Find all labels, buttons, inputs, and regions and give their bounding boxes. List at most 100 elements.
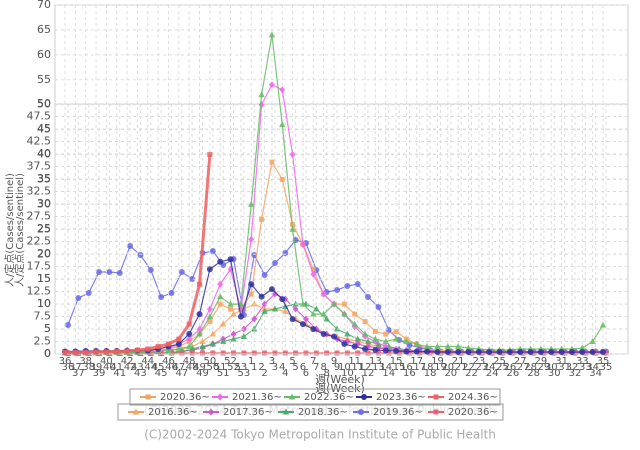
point — [279, 121, 286, 128]
point — [572, 350, 578, 356]
point — [116, 270, 123, 276]
point — [354, 335, 361, 342]
x-tick-label: 14 — [382, 368, 395, 379]
x-tick-label: 39 — [90, 362, 103, 373]
point — [358, 409, 364, 415]
point — [334, 287, 340, 293]
point — [382, 347, 389, 354]
point — [582, 350, 588, 356]
y-tick-label: 40 — [37, 148, 51, 161]
point — [292, 300, 299, 307]
point — [396, 350, 402, 356]
point — [248, 200, 255, 207]
x-tick-label: 28 — [527, 368, 540, 379]
point — [258, 91, 265, 98]
point — [271, 290, 278, 298]
point — [165, 347, 172, 354]
x-tick-label: 2 — [261, 368, 267, 379]
point — [258, 293, 265, 300]
x-tick-label: 19 — [431, 356, 444, 367]
point — [208, 408, 214, 416]
x-tick-label: 7 — [313, 362, 319, 373]
x-tick-label: 2 — [258, 362, 264, 373]
point — [302, 315, 309, 323]
y-tick-label: 30 — [37, 197, 51, 210]
x-tick-label: 42 — [121, 356, 134, 367]
y-tick-label: 32.5 — [27, 185, 52, 198]
y-tick-label: 22.5 — [27, 235, 52, 248]
y-tick-label: 40 — [37, 147, 51, 160]
point — [85, 290, 92, 296]
point — [261, 272, 268, 278]
x-tick-label: 10 — [341, 368, 354, 379]
y-tick-label: 20 — [37, 247, 51, 260]
point — [589, 349, 596, 356]
x-tick-label: 17 — [410, 356, 423, 367]
x-tick-label: 43 — [134, 368, 147, 379]
point — [199, 338, 206, 344]
point — [372, 335, 379, 342]
point — [603, 350, 609, 356]
point — [320, 331, 327, 338]
point — [320, 310, 327, 317]
x-tick-label: 8 — [323, 368, 329, 379]
point — [551, 350, 557, 356]
point — [220, 350, 226, 356]
point — [206, 266, 213, 273]
point — [207, 319, 213, 325]
x-tick-label: 25 — [493, 356, 506, 367]
y-tick-label: 30 — [37, 197, 51, 210]
x-tick-label: 1 — [251, 362, 257, 373]
point — [489, 350, 495, 356]
x-tick-label: 43 — [131, 362, 144, 373]
point — [261, 308, 268, 314]
y-tick-label: 70 — [37, 0, 51, 11]
point — [372, 329, 378, 335]
point — [517, 349, 524, 356]
point — [393, 329, 399, 335]
x-tick-label: 12 — [359, 362, 372, 373]
x-tick-label: 9 — [331, 356, 337, 367]
x-axis-title: 週(Week) — [315, 373, 365, 386]
point — [251, 325, 258, 332]
x-tick-label: 31 — [558, 362, 571, 373]
y-tick-label: 20 — [37, 247, 51, 260]
point — [386, 350, 392, 356]
point — [217, 393, 223, 401]
x-tick-label: 19 — [434, 362, 447, 373]
legend-label: 2016.36~ — [148, 407, 198, 418]
point — [134, 347, 140, 353]
point — [599, 321, 607, 328]
point — [406, 350, 412, 356]
point — [230, 330, 237, 338]
y-tick-label: 0 — [44, 347, 51, 360]
x-tick-label: 33 — [576, 356, 589, 367]
point — [424, 348, 431, 355]
point — [282, 250, 289, 256]
point — [248, 291, 254, 297]
point — [310, 310, 317, 317]
point — [251, 315, 258, 323]
point — [562, 350, 568, 356]
point — [241, 350, 247, 356]
point — [434, 343, 441, 350]
point — [361, 394, 367, 400]
x-tick-label: 36 — [59, 356, 72, 367]
y-tick-label: 25 — [37, 222, 51, 235]
point — [413, 348, 420, 355]
legend-box — [129, 388, 501, 406]
point — [403, 338, 410, 345]
x-tick-label: 20 — [444, 368, 457, 379]
point — [196, 311, 203, 318]
y-tick-label: 27.5 — [27, 210, 52, 223]
x-tick-label: 42 — [124, 362, 137, 373]
x-tick-label: 15 — [393, 362, 406, 373]
y-tick-label: 60 — [37, 48, 51, 61]
point — [385, 327, 392, 333]
point — [268, 81, 275, 89]
x-tick-label: 5 — [289, 356, 295, 367]
point — [289, 225, 296, 232]
source-note: (C)2002-2024 Tokyo Metropolitan Institut… — [144, 428, 496, 442]
y-tick-label: 5 — [44, 322, 51, 335]
point — [444, 343, 452, 350]
